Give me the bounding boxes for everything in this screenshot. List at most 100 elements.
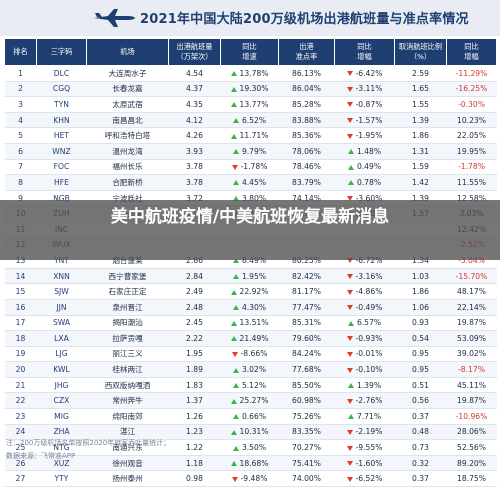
table-cell: 合肥新桥 bbox=[86, 174, 169, 191]
cell-value: 6.52% bbox=[241, 115, 267, 125]
table-cell: 1.59 bbox=[394, 159, 447, 176]
table-cell: 3.78 bbox=[168, 159, 221, 176]
table-cell: 2.49 bbox=[168, 283, 221, 300]
table-cell: 0.95 bbox=[394, 361, 447, 378]
table-cell: 83.79% bbox=[278, 174, 335, 191]
table-cell: 2.22 bbox=[168, 330, 221, 347]
table-cell: 0.49% bbox=[334, 159, 395, 176]
table-cell: 15 bbox=[4, 283, 37, 300]
table-cell: 1.55 bbox=[394, 96, 447, 113]
table-cell: 3.78 bbox=[168, 174, 221, 191]
cell-value: -0.49% bbox=[355, 302, 383, 312]
cell-value: 5.12% bbox=[241, 380, 267, 390]
table-row: 27 YTY 扬州泰州 0.98 -9.48% 74.00% -6.52% 0.37 18.75… bbox=[4, 470, 497, 487]
table-cell: -0.01% bbox=[334, 346, 395, 363]
table-cell: 呼和浩特白塔 bbox=[86, 127, 169, 144]
cell-value: 0.78% bbox=[356, 177, 382, 187]
table-cell: 52.56% bbox=[446, 439, 497, 456]
column-header: 排名 bbox=[4, 38, 37, 66]
table-cell: -6.42% bbox=[334, 65, 395, 82]
table-cell: 14 bbox=[4, 268, 37, 285]
column-header: 同比 增幅 bbox=[446, 38, 497, 66]
down-arrow-icon bbox=[346, 118, 353, 124]
table-cell: 1.83 bbox=[168, 377, 221, 394]
down-arrow-icon bbox=[346, 367, 353, 373]
cell-value: -0.01% bbox=[355, 349, 383, 359]
down-arrow-icon bbox=[346, 429, 353, 435]
down-arrow-icon bbox=[346, 258, 353, 264]
up-arrow-icon bbox=[232, 414, 239, 420]
table-cell: 泉州晋江 bbox=[86, 299, 169, 316]
table-row: 6 WNZ 温州龙湾 3.93 9.79% 78.06% 1.48% 1.31 19.95% bbox=[4, 143, 497, 160]
cell-value: 9.79% bbox=[241, 146, 267, 156]
cell-value: -8.66% bbox=[240, 349, 268, 359]
table-cell: 86.04% bbox=[278, 81, 335, 98]
cell-value: 11.71% bbox=[239, 131, 269, 141]
cell-value: -2.19% bbox=[355, 427, 383, 437]
up-arrow-icon bbox=[230, 289, 237, 295]
cell-value: -3.60% bbox=[355, 193, 383, 203]
down-arrow-icon bbox=[346, 289, 353, 295]
down-arrow-icon bbox=[231, 164, 238, 170]
cell-value: -6.52% bbox=[355, 474, 383, 484]
table-cell: -8.66% bbox=[220, 346, 279, 363]
table-cell: 10.31% bbox=[220, 424, 279, 441]
table-cell: 17 bbox=[4, 315, 37, 332]
news-headline[interactable]: 美中航班疫情/中美航班恢复最新消息 bbox=[110, 207, 390, 227]
up-arrow-icon bbox=[232, 274, 239, 280]
down-arrow-icon bbox=[346, 351, 353, 357]
down-arrow-icon bbox=[346, 274, 353, 280]
table-cell: 78.06% bbox=[278, 143, 335, 160]
cell-value: 21.49% bbox=[239, 333, 269, 343]
down-arrow-icon bbox=[231, 476, 238, 482]
column-header: 出港航班量 （万架次） bbox=[168, 38, 221, 66]
cell-value: -6.72% bbox=[355, 255, 383, 265]
table-cell: -9.48% bbox=[220, 470, 279, 487]
cell-value: 4.30% bbox=[241, 302, 267, 312]
table-cell: 4.12 bbox=[168, 112, 221, 129]
table-cell: 78.46% bbox=[278, 159, 335, 176]
table-cell: 22 bbox=[4, 392, 37, 410]
down-arrow-icon bbox=[346, 305, 353, 311]
up-arrow-icon bbox=[347, 149, 354, 155]
table-row: 17 SWA 揭阳潮汕 2.45 13.51% 85.31% 6.57% 0.93 19.87% bbox=[4, 315, 497, 332]
airport-table: 排名 三字码 机场 出港航班量 （万架次） 同比 增速 出港 准点率 同比 增幅 取消航班比例… bbox=[4, 38, 497, 487]
table-cell: SWA bbox=[36, 315, 87, 332]
table-cell: -2.19% bbox=[334, 424, 395, 441]
table-cell: 0.78% bbox=[334, 174, 395, 191]
table-cell: CGQ bbox=[36, 81, 87, 98]
table-cell: 1.42 bbox=[394, 174, 447, 191]
table-cell: -0.93% bbox=[334, 330, 395, 347]
table-cell: -9.55% bbox=[334, 439, 395, 456]
table-cell: 70.27% bbox=[278, 439, 335, 456]
cell-value: 19.30% bbox=[239, 84, 269, 94]
table-cell: 19.87% bbox=[446, 315, 497, 332]
table-cell: -8.17% bbox=[446, 361, 497, 378]
table-cell: 4.26 bbox=[168, 127, 221, 144]
table-cell: KWL bbox=[36, 361, 87, 378]
table-cell: 0.95 bbox=[394, 346, 447, 363]
table-cell: 徐州观音 bbox=[86, 455, 169, 472]
table-cell: 8 bbox=[4, 174, 37, 191]
cell-value: 10.31% bbox=[239, 427, 269, 437]
table-cell: 85.28% bbox=[278, 96, 335, 113]
up-arrow-icon bbox=[232, 258, 239, 264]
table-cell: 南通兴东 bbox=[86, 439, 169, 456]
table-cell: 10.23% bbox=[446, 112, 497, 129]
column-header: 取消航班比例 （%） bbox=[394, 38, 447, 66]
table-cell: 85.50% bbox=[278, 377, 335, 394]
table-cell: MIG bbox=[36, 408, 87, 425]
up-arrow-icon bbox=[232, 305, 239, 311]
table-cell: 11.55% bbox=[446, 174, 497, 191]
table-cell: 桂林两江 bbox=[86, 361, 169, 378]
cell-value: 18.68% bbox=[239, 458, 269, 468]
table-cell: 3 bbox=[4, 96, 37, 113]
table-cell: 2 bbox=[4, 81, 37, 98]
table-cell: JHG bbox=[36, 377, 87, 394]
table-cell: LJG bbox=[36, 346, 87, 363]
table-cell: -15.70% bbox=[446, 268, 497, 285]
table-cell: 5.12% bbox=[220, 377, 279, 394]
table-cell: 3.02% bbox=[220, 361, 279, 378]
table-cell: 0.54 bbox=[394, 330, 447, 347]
table-cell: 22.92% bbox=[220, 283, 279, 300]
